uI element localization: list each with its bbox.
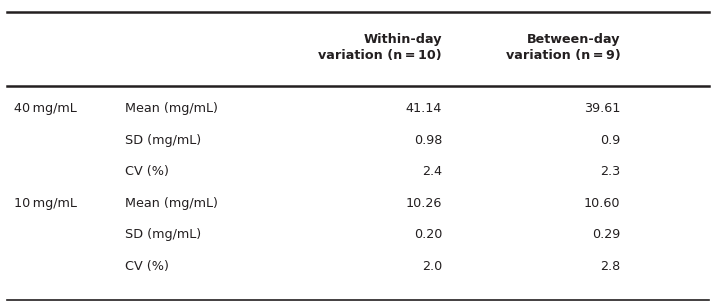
Text: 2.8: 2.8 <box>600 260 620 273</box>
Text: CV (%): CV (%) <box>125 165 169 178</box>
Text: 10.60: 10.60 <box>584 197 620 210</box>
Text: 39.61: 39.61 <box>584 102 620 115</box>
Text: 0.9: 0.9 <box>600 134 620 147</box>
Text: 10 mg/mL: 10 mg/mL <box>14 197 77 210</box>
Text: 2.0: 2.0 <box>422 260 442 273</box>
Text: 2.4: 2.4 <box>422 165 442 178</box>
Text: Mean (mg/mL): Mean (mg/mL) <box>125 197 217 210</box>
Text: 41.14: 41.14 <box>406 102 442 115</box>
Text: SD (mg/mL): SD (mg/mL) <box>125 134 201 147</box>
Text: CV (%): CV (%) <box>125 260 169 273</box>
Text: Within-day
variation (n = 10): Within-day variation (n = 10) <box>319 33 442 62</box>
Text: 0.20: 0.20 <box>414 228 442 241</box>
Text: Between-day
variation (n = 9): Between-day variation (n = 9) <box>506 33 620 62</box>
Text: SD (mg/mL): SD (mg/mL) <box>125 228 201 241</box>
Text: 10.26: 10.26 <box>406 197 442 210</box>
Text: Mean (mg/mL): Mean (mg/mL) <box>125 102 217 115</box>
Text: 0.98: 0.98 <box>414 134 442 147</box>
Text: 0.29: 0.29 <box>592 228 620 241</box>
Text: 2.3: 2.3 <box>600 165 620 178</box>
Text: 40 mg/mL: 40 mg/mL <box>14 102 77 115</box>
